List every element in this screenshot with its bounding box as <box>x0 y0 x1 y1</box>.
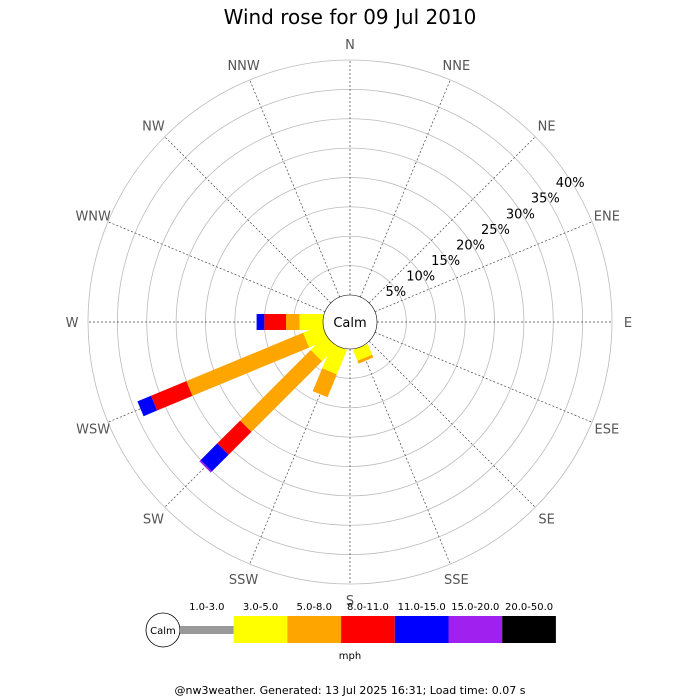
bar-ssw-5.0-8.0 <box>312 368 337 398</box>
direction-label-nw: NW <box>142 119 165 134</box>
bar-sw-3.0-5.0 <box>310 335 337 362</box>
spoke-ne <box>368 136 536 304</box>
radial-tick-7: 35% <box>531 192 560 207</box>
bar-w-3.0-5.0 <box>299 314 323 330</box>
legend-swatch-3.0-5.0 <box>233 616 288 643</box>
bar-sse-5.0-8.0 <box>357 354 374 364</box>
spoke-nnw <box>249 79 340 298</box>
legend-swatch-1.0-3.0 <box>180 626 234 634</box>
direction-label-w: W <box>66 316 79 331</box>
bar-wsw-3.0-5.0 <box>303 324 329 348</box>
calm-circle: Calm <box>322 294 378 350</box>
radial-tick-1: 5% <box>385 285 406 300</box>
bar-sw-8.0-11.0 <box>217 420 252 455</box>
radial-tick-4: 20% <box>456 238 485 253</box>
direction-label-e: E <box>624 316 632 331</box>
chart-title: Wind rose for 09 Jul 2010 <box>224 5 477 29</box>
radial-tick-5: 25% <box>481 223 510 238</box>
grid-circle-5 <box>175 147 525 497</box>
bar-ssw-3.0-5.0 <box>322 343 348 375</box>
radial-tick-8: 40% <box>556 176 585 191</box>
spoke-ese <box>374 332 593 423</box>
legend-label-15.0-20.0: 15.0-20.0 <box>451 602 499 613</box>
legend-swatch-20.0-50.0 <box>502 616 556 643</box>
bar-w-5.0-8.0 <box>286 314 300 330</box>
direction-label-ne: NE <box>538 119 556 134</box>
spoke-se <box>368 340 536 508</box>
footer-text: @nw3weather. Generated: 13 Jul 2025 16:3… <box>175 684 526 697</box>
legend-swatch-5.0-8.0 <box>287 616 342 643</box>
legend-label-1.0-3.0: 1.0-3.0 <box>189 602 224 613</box>
bar-sw-15.0-20.0 <box>199 460 212 473</box>
legend-units: mph <box>339 651 361 662</box>
bar-w-8.0-11.0 <box>264 314 286 330</box>
bar-w-11.0-15.0 <box>256 314 265 330</box>
radial-tick-labels: 5%10%15%20%25%30%35%40% <box>385 176 584 300</box>
spoke-ene <box>374 221 593 312</box>
direction-label-sw: SW <box>143 513 164 528</box>
bar-wsw-8.0-11.0 <box>151 381 193 411</box>
spoke-ssw <box>249 346 340 565</box>
spoke-wnw <box>107 221 326 312</box>
bar-wsw-5.0-8.0 <box>186 332 310 396</box>
legend-label-3.0-5.0: 3.0-5.0 <box>243 602 278 613</box>
spoke-nne <box>360 79 451 298</box>
direction-labels: N NNE NE ENE E ESE SE SSE S SSW SW WSW W WNW NW NNW <box>66 38 633 609</box>
direction-label-wnw: WNW <box>75 210 111 225</box>
direction-label-s: S <box>346 594 354 609</box>
legend-label-8.0-11.0: 8.0-11.0 <box>347 602 389 613</box>
legend-swatch-11.0-15.0 <box>394 616 449 643</box>
radial-tick-3: 15% <box>431 254 460 269</box>
direction-label-se: SE <box>538 513 554 528</box>
direction-label-nnw: NNW <box>227 59 259 74</box>
spoke-sse <box>360 346 451 565</box>
legend-swatch-8.0-11.0 <box>341 616 395 643</box>
speed-legend: Calm 1.0-3.0 3.0-5.0 5.0-8.0 8.0-11.0 11.0-15… <box>145 602 556 662</box>
legend-label-11.0-15.0: 11.0-15.0 <box>398 602 446 613</box>
radial-tick-2: 10% <box>406 270 435 285</box>
bar-sw-5.0-8.0 <box>240 350 322 432</box>
direction-label-ese: ESE <box>594 422 619 437</box>
direction-label-ene: ENE <box>594 210 620 225</box>
direction-label-wsw: WSW <box>76 422 110 437</box>
legend-label-5.0-8.0: 5.0-8.0 <box>297 602 332 613</box>
direction-label-sse: SSE <box>444 573 469 588</box>
direction-label-ssw: SSW <box>229 573 259 588</box>
calm-label: Calm <box>333 316 366 331</box>
spoke-nw <box>164 136 332 304</box>
direction-label-n: N <box>345 38 355 53</box>
radial-grid <box>87 59 613 585</box>
legend-swatch-15.0-20.0 <box>448 616 503 643</box>
legend-calm-label: Calm <box>150 626 176 637</box>
grid-circle-8 <box>87 59 613 585</box>
direction-label-nne: NNE <box>443 59 471 74</box>
bar-sw-11.0-15.0 <box>200 443 229 472</box>
legend-label-20.0-50.0: 20.0-50.0 <box>505 602 553 613</box>
bar-wsw-11.0-15.0 <box>137 395 158 417</box>
radial-tick-6: 30% <box>506 207 535 222</box>
wind-bars <box>137 314 374 473</box>
